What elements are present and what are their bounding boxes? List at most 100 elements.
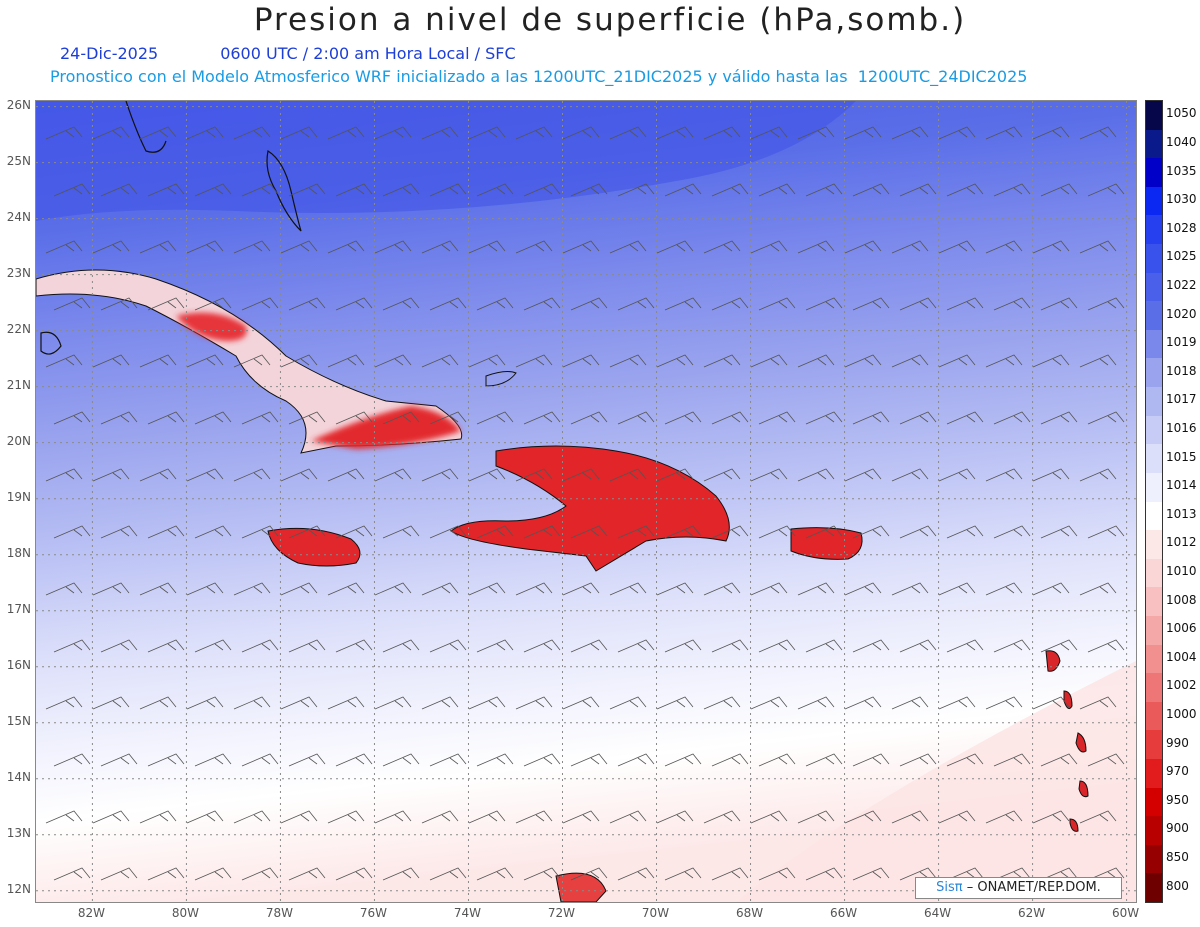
- wind-barb: [1032, 582, 1070, 596]
- colorbar-label: 950: [1166, 792, 1189, 807]
- wind-barb: [523, 297, 561, 311]
- colorbar-segment: [1146, 387, 1162, 417]
- wind-barb: [617, 639, 655, 653]
- wind-barb: [703, 468, 741, 482]
- wind-barb: [844, 126, 882, 140]
- wind-barb: [147, 639, 185, 653]
- wind-barb: [570, 297, 608, 311]
- wind-barb: [241, 639, 279, 653]
- wind-barb: [711, 297, 749, 311]
- wind-barb: [1032, 696, 1070, 710]
- wind-barb: [946, 753, 984, 767]
- colorbar-label: 990: [1166, 735, 1189, 750]
- wind-barb: [946, 297, 984, 311]
- wind-barb: [186, 354, 224, 368]
- wind-barb: [280, 468, 318, 482]
- wind-barb: [186, 582, 224, 596]
- wind-barb: [523, 639, 561, 653]
- wind-barb: [938, 240, 976, 254]
- wind-barb: [92, 582, 130, 596]
- wind-barb: [327, 468, 365, 482]
- wind-barb: [656, 696, 694, 710]
- wind-barb: [374, 240, 412, 254]
- wind-barb: [100, 867, 138, 881]
- wind-barb: [891, 810, 929, 824]
- wind-barb: [797, 582, 835, 596]
- wind-barb: [421, 810, 459, 824]
- colorbar-label: 900: [1166, 821, 1189, 836]
- wind-barb: [100, 297, 138, 311]
- wind-barb: [194, 525, 232, 539]
- wind-barb: [797, 468, 835, 482]
- colorbar-segment: [1146, 615, 1162, 646]
- wind-barb: [382, 867, 420, 881]
- wind-barb: [280, 810, 318, 824]
- wind-barb: [421, 240, 459, 254]
- lat-tick-label: 24N: [6, 209, 31, 224]
- wind-barb: [1079, 810, 1117, 824]
- lon-tick-label: 82W: [77, 906, 105, 920]
- wind-barb: [523, 183, 561, 197]
- wind-barb: [421, 468, 459, 482]
- wind-barb: [194, 183, 232, 197]
- wind-barb: [382, 297, 420, 311]
- wind-barb: [382, 183, 420, 197]
- wind-barb: [844, 354, 882, 368]
- wind-barb: [1079, 468, 1117, 482]
- wind-barb: [664, 525, 702, 539]
- wind-barb: [993, 525, 1031, 539]
- wind-barb: [570, 183, 608, 197]
- map-title: Presion a nivel de superficie (hPa,somb.…: [253, 2, 967, 38]
- wind-barb: [468, 582, 506, 596]
- wind-barb: [45, 126, 83, 140]
- lon-tick-label: 76W: [359, 906, 388, 920]
- lat-tick-label: 22N: [6, 321, 31, 336]
- wind-barb: [852, 525, 890, 539]
- wind-barb: [515, 240, 553, 254]
- wind-barb: [656, 582, 694, 596]
- wind-barb: [750, 354, 788, 368]
- wind-barb: [421, 582, 459, 596]
- colorbar-label: 970: [1166, 764, 1189, 779]
- wind-barb: [938, 126, 976, 140]
- wind-barb: [805, 525, 843, 539]
- puerto-rico-island: [790, 527, 863, 560]
- wind-barb: [703, 810, 741, 824]
- wind-barb: [664, 183, 702, 197]
- wind-barb: [45, 468, 83, 482]
- wind-barb: [609, 468, 647, 482]
- wind-barb: [288, 639, 326, 653]
- map-canvas: [36, 101, 1136, 902]
- wind-barb: [1040, 183, 1078, 197]
- wind-barb: [750, 582, 788, 596]
- wind-barb: [476, 525, 514, 539]
- wind-barb: [100, 639, 138, 653]
- wind-barb: [1040, 411, 1078, 425]
- wind-barb: [1087, 411, 1125, 425]
- wind-barb: [899, 525, 937, 539]
- wind-barb: [476, 297, 514, 311]
- wind-barb: [758, 867, 796, 881]
- wind-barb: [515, 354, 553, 368]
- cuba-island: [36, 269, 463, 454]
- colorbar-label: 1035: [1166, 163, 1197, 178]
- wind-barb: [476, 867, 514, 881]
- wind-barb: [570, 639, 608, 653]
- wind-barb: [429, 411, 467, 425]
- wind-barb: [664, 297, 702, 311]
- wind-barb: [374, 126, 412, 140]
- colorbar-segment: [1146, 644, 1162, 674]
- wind-barb: [993, 411, 1031, 425]
- pressure-map[interactable]: [35, 100, 1137, 903]
- wind-barb: [194, 753, 232, 767]
- wind-barb: [1032, 810, 1070, 824]
- wind-barb: [468, 240, 506, 254]
- wind-barb: [335, 297, 373, 311]
- wind-barb: [891, 240, 929, 254]
- lon-tick-label: 80W: [171, 906, 199, 920]
- wind-barb: [515, 126, 553, 140]
- wind-barb: [45, 582, 83, 596]
- wind-barb: [335, 411, 373, 425]
- wind-barb: [523, 753, 561, 767]
- lat-tick-label: 13N: [6, 825, 31, 840]
